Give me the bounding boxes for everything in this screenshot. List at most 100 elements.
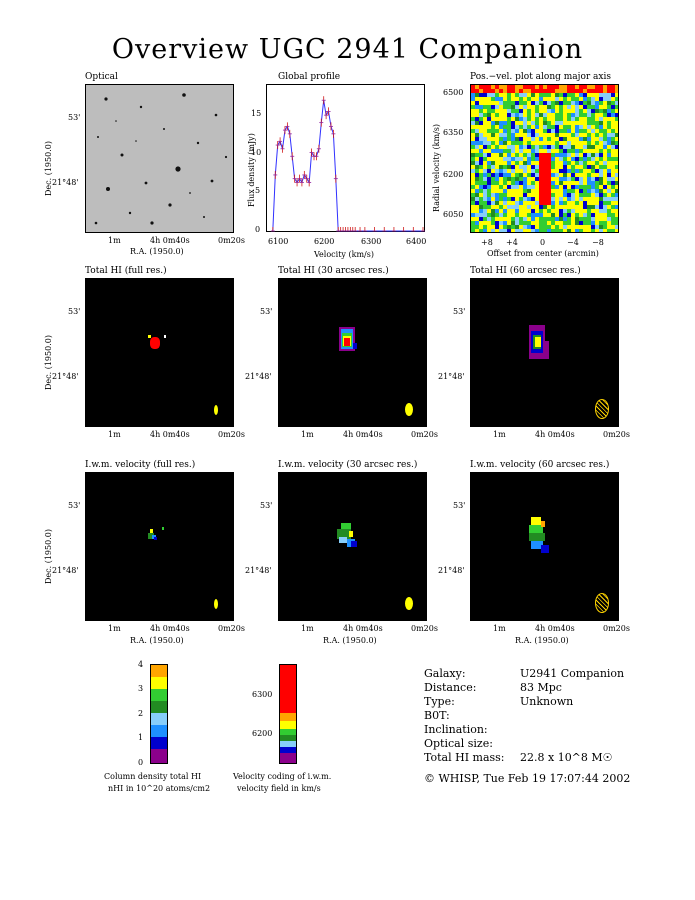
ra-tick-4h: 4h 0m40s bbox=[150, 236, 190, 245]
pv-xtick-p4: +4 bbox=[506, 238, 518, 247]
profile-point bbox=[319, 118, 324, 127]
ra-tick-20s-r3b: 0m20s bbox=[411, 624, 438, 633]
profile-point bbox=[362, 227, 367, 232]
total-30-blob bbox=[339, 327, 357, 351]
vel-full-title: I.w.m. velocity (full res.) bbox=[85, 460, 196, 470]
dec-tick-21-48-r2b: 21°48' bbox=[245, 372, 272, 381]
profile-point bbox=[282, 126, 287, 135]
pv-xtick-p8: +8 bbox=[481, 238, 493, 247]
profile-point bbox=[328, 122, 333, 131]
profile-point bbox=[297, 174, 302, 183]
ra-axis-label-r3c: R.A. (1950.0) bbox=[515, 636, 569, 645]
profile-point bbox=[307, 178, 312, 187]
bt-label: B0T: bbox=[424, 709, 450, 722]
profile-ytick-15: 15 bbox=[251, 109, 262, 118]
ra-tick-1m-r3: 1m bbox=[108, 624, 121, 633]
ra-tick-4h-r3b: 4h 0m40s bbox=[343, 624, 383, 633]
profile-point bbox=[275, 141, 280, 150]
dec-tick-21-48-r2: 21°48' bbox=[52, 372, 79, 381]
ra-tick-1m-r2: 1m bbox=[108, 430, 121, 439]
profile-point bbox=[273, 170, 278, 179]
dec-axis-label-r3: Dec. (1950.0) bbox=[44, 529, 53, 584]
optical-size-label: Optical size: bbox=[424, 737, 493, 750]
density-caption-1: Column density total HI bbox=[104, 772, 202, 781]
pv-title: Pos.−vel. plot along major axis bbox=[470, 72, 611, 82]
density-caption-2: nHI in 10^20 atoms/cm2 bbox=[108, 784, 211, 793]
ra-tick-4h-r2c: 4h 0m40s bbox=[535, 430, 575, 439]
ra-tick-1m-r2c: 1m bbox=[493, 430, 506, 439]
dec-tick-21-48-r2c: 21°48' bbox=[438, 372, 465, 381]
profile-point bbox=[302, 170, 307, 179]
ra-tick-1m-r3b: 1m bbox=[301, 624, 314, 633]
profile-ylabel: Flux density (mJy) bbox=[247, 133, 256, 207]
pv-ylabel: Radial velocity (km/s) bbox=[432, 124, 441, 212]
profile-xlabel: Velocity (km/s) bbox=[314, 250, 374, 259]
density-tick-1: 1 bbox=[138, 733, 144, 742]
profile-point bbox=[290, 152, 295, 161]
galaxy-value: U2941 Companion bbox=[520, 667, 625, 680]
hi-mass-value: 22.8 x 10^8 M☉ bbox=[520, 751, 613, 764]
beam-ellipse-vel60 bbox=[595, 593, 609, 613]
dec-tick-53: 53' bbox=[68, 113, 81, 122]
profile-point bbox=[321, 96, 326, 105]
vel-full-blob bbox=[148, 527, 164, 540]
profile-point bbox=[278, 137, 283, 146]
beam-ellipse-30 bbox=[405, 403, 413, 416]
pv-noise-map bbox=[471, 85, 619, 233]
page-title: Overview UGC 2941 Companion bbox=[111, 34, 584, 65]
vel-30-blob bbox=[337, 523, 357, 547]
total-60-title: Total HI (60 arcsec res.) bbox=[470, 266, 581, 276]
profile-xtick-6100: 6100 bbox=[268, 237, 289, 246]
optical-title: Optical bbox=[85, 72, 118, 82]
ra-tick-20s-r3c: 0m20s bbox=[603, 624, 630, 633]
velocity-caption-2: velocity field in km/s bbox=[237, 784, 321, 793]
pv-ytick-6350: 6350 bbox=[443, 128, 464, 137]
total-60-map bbox=[470, 278, 619, 427]
dec-axis-label: Dec. (1950.0) bbox=[44, 141, 53, 196]
density-tick-2: 2 bbox=[138, 709, 144, 718]
profile-plot bbox=[266, 84, 425, 232]
profile-point bbox=[372, 227, 377, 232]
density-tick-4: 4 bbox=[138, 660, 144, 669]
velocity-tick-6200: 6200 bbox=[252, 729, 273, 738]
pv-ytick-6500: 6500 bbox=[443, 88, 464, 97]
pv-ytick-6050: 6050 bbox=[443, 210, 464, 219]
density-tick-3: 3 bbox=[138, 684, 144, 693]
profile-point bbox=[304, 174, 309, 183]
vel-30-title: I.w.m. velocity (30 arcsec res.) bbox=[278, 460, 418, 470]
pv-xtick-m8: −8 bbox=[592, 238, 604, 247]
pv-image bbox=[470, 84, 619, 233]
profile-point bbox=[309, 148, 314, 157]
footer-credit: © WHISP, Tue Feb 19 17:07:44 2002 bbox=[424, 772, 631, 785]
ra-tick-4h-r3c: 4h 0m40s bbox=[535, 624, 575, 633]
ra-tick-4h-r3: 4h 0m40s bbox=[150, 624, 190, 633]
hi-mass-label: Total HI mass: bbox=[424, 751, 505, 764]
profile-point bbox=[326, 107, 331, 116]
profile-point bbox=[421, 227, 425, 232]
profile-xtick-6400: 6400 bbox=[406, 237, 427, 246]
pv-xlabel: Offset from center (arcmin) bbox=[487, 249, 599, 258]
profile-point bbox=[411, 227, 416, 232]
beam-ellipse-vel30 bbox=[405, 597, 413, 610]
optical-image bbox=[85, 84, 234, 233]
density-colorbar bbox=[150, 664, 168, 764]
velocity-caption-1: Velocity coding of i.w.m. bbox=[233, 772, 332, 781]
beam-ellipse bbox=[214, 405, 218, 415]
pv-ytick-6200: 6200 bbox=[443, 170, 464, 179]
profile-point bbox=[353, 227, 358, 232]
vel-full-map bbox=[85, 472, 234, 621]
vel-60-map bbox=[470, 472, 619, 621]
vel-60-blob bbox=[529, 517, 549, 553]
inclination-label: Inclination: bbox=[424, 723, 488, 736]
dec-tick-53-r2: 53' bbox=[68, 307, 81, 316]
profile-point bbox=[316, 144, 321, 153]
ra-tick-20s-r3: 0m20s bbox=[218, 624, 245, 633]
dec-tick-53-r3c: 53' bbox=[453, 501, 466, 510]
optical-starfield bbox=[86, 85, 233, 232]
distance-label: Distance: bbox=[424, 681, 477, 694]
ra-tick-1m-r2b: 1m bbox=[301, 430, 314, 439]
profile-chart bbox=[266, 84, 425, 232]
velocity-tick-6300: 6300 bbox=[252, 690, 273, 699]
profile-point bbox=[401, 227, 406, 232]
dec-tick-53-r2b: 53' bbox=[260, 307, 273, 316]
